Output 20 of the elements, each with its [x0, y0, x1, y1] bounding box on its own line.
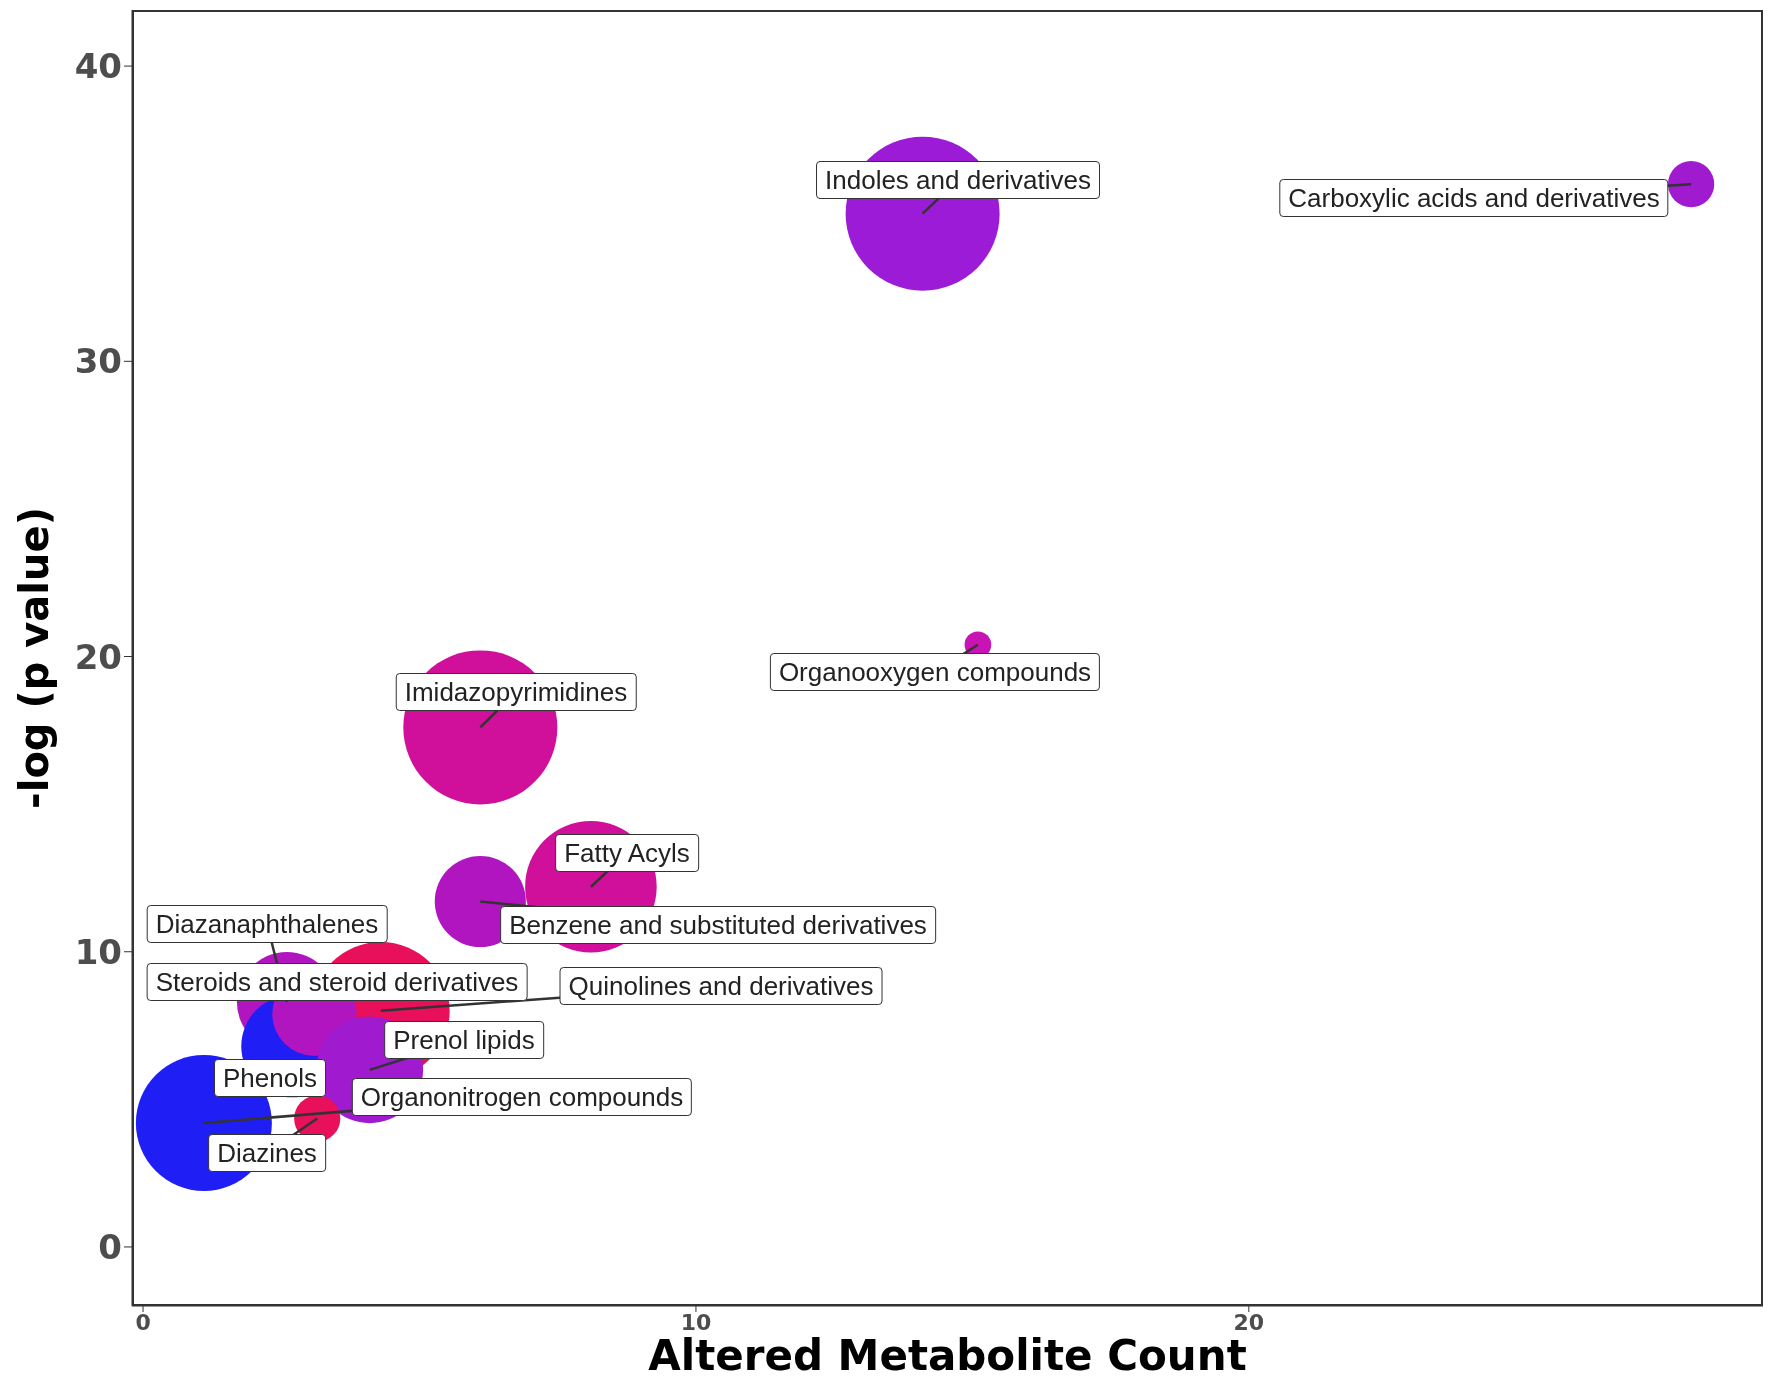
y-tick-label: 30 — [74, 341, 122, 382]
series-label: Benzene and substituted derivatives — [500, 906, 936, 944]
series-label: Phenols — [214, 1059, 326, 1097]
series-label: Steroids and steroid derivatives — [146, 963, 528, 1001]
series-label: Organooxygen compounds — [769, 653, 1101, 691]
y-axis-title: -log (p value) — [11, 507, 58, 809]
y-tick-label: 10 — [74, 931, 122, 972]
series-label: Fatty Acyls — [555, 834, 699, 872]
series-label: Diazanaphthalenes — [146, 905, 388, 943]
y-tick-label: 40 — [74, 46, 122, 87]
series-label: Imidazopyrimidines — [395, 673, 637, 711]
series-label: Prenol lipids — [384, 1021, 544, 1059]
y-tick-label: 20 — [74, 636, 122, 677]
series-label: Carboxylic acids and derivatives — [1279, 179, 1669, 217]
series-label: Indoles and derivatives — [816, 161, 1100, 199]
text: Quinolines and derivatives — [559, 967, 883, 1005]
x-tick-label: 0 — [135, 1309, 151, 1335]
series-label: Diazines — [208, 1134, 326, 1172]
text: Organonitrogen compounds — [351, 1078, 693, 1116]
y-tick-label: 0 — [98, 1227, 122, 1268]
